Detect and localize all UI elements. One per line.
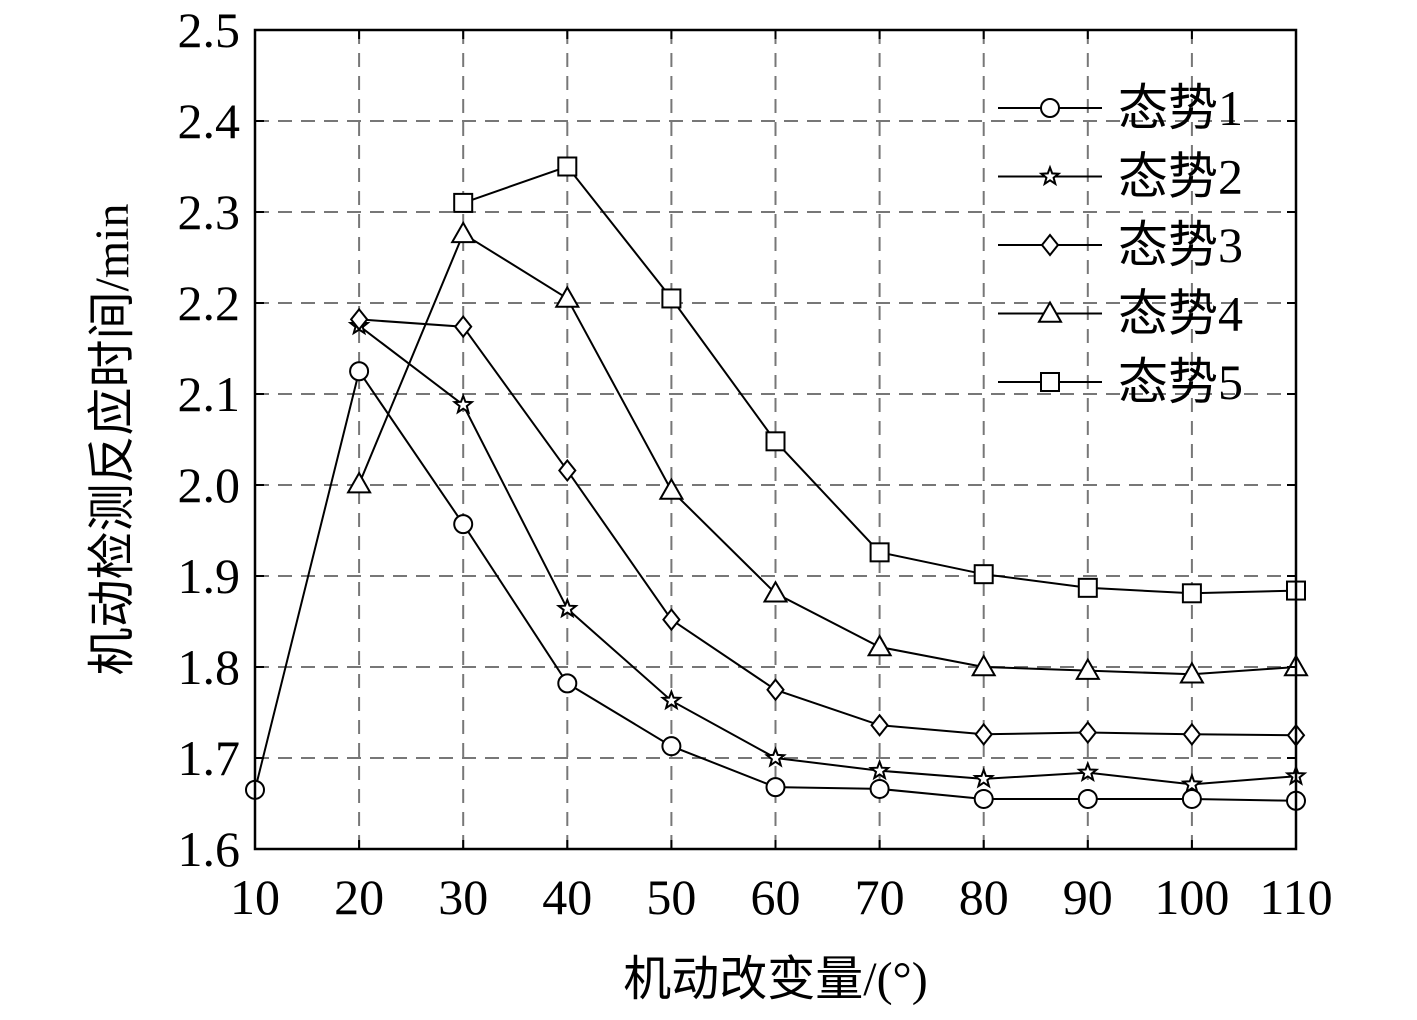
data-point-series-2 xyxy=(868,758,891,781)
data-point-series-1 xyxy=(973,788,994,809)
data-point-series-2 xyxy=(451,393,475,415)
y-tick-label: 1.8 xyxy=(178,639,241,695)
data-point-series-3 xyxy=(453,315,473,339)
y-tick-label: 1.9 xyxy=(178,548,241,604)
data-point-series-5 xyxy=(557,156,578,177)
data-point-series-4 xyxy=(970,653,997,677)
legend-marker-1 xyxy=(1040,98,1060,118)
data-point-series-1 xyxy=(557,673,578,694)
legend: 态势1 态势2 态势3 态势4 态势5 xyxy=(998,80,1243,410)
data-point-series-4 xyxy=(762,580,789,603)
data-point-series-4 xyxy=(450,220,476,244)
series-markers xyxy=(245,156,1309,811)
data-point-series-1 xyxy=(349,361,370,382)
legend-marker-3 xyxy=(1040,233,1060,257)
data-point-series-4 xyxy=(346,471,372,494)
data-point-series-2 xyxy=(972,766,996,789)
x-tick-label: 80 xyxy=(959,869,1009,925)
data-point-series-1 xyxy=(1077,788,1098,809)
x-tick-label: 40 xyxy=(542,869,592,925)
data-point-series-1 xyxy=(1181,788,1202,809)
data-point-series-1 xyxy=(765,777,786,798)
data-point-series-1 xyxy=(453,514,474,535)
legend-label-5: 态势5 xyxy=(1118,354,1243,410)
y-tick-label: 1.7 xyxy=(178,730,241,786)
x-tick-label: 20 xyxy=(334,869,384,925)
axis-ticks: 10 20 30 40 50 60 70 80 90 100 110 1.6 1.7 1.8 1.9 2.0 2… xyxy=(178,2,1333,925)
data-point-series-3 xyxy=(1078,720,1098,745)
legend-marker-4 xyxy=(1037,300,1063,323)
data-point-series-3 xyxy=(558,458,577,483)
y-axis-label: 机动检测反应时间/min xyxy=(86,203,139,675)
legend-marker-2 xyxy=(1038,164,1062,187)
data-point-series-3 xyxy=(1182,722,1202,746)
y-tick-label: 2.2 xyxy=(178,275,241,331)
data-point-series-3 xyxy=(870,713,889,737)
data-point-series-4 xyxy=(1075,657,1101,680)
series-line-2 xyxy=(358,325,1297,786)
data-point-series-4 xyxy=(658,477,685,500)
y-tick-label: 2.3 xyxy=(178,184,241,240)
data-point-series-4 xyxy=(554,285,581,308)
data-point-series-1 xyxy=(869,778,890,799)
data-point-series-2 xyxy=(764,746,787,768)
data-point-series-4 xyxy=(1179,661,1205,684)
x-tick-label: 60 xyxy=(751,869,801,925)
data-point-series-3 xyxy=(349,307,369,331)
data-point-series-5 xyxy=(973,564,994,585)
data-point-series-5 xyxy=(1181,583,1202,604)
y-tick-label: 2.4 xyxy=(178,93,241,149)
data-point-series-3 xyxy=(766,678,785,702)
data-point-series-4 xyxy=(866,633,893,657)
data-point-series-3 xyxy=(662,608,681,632)
x-axis-label: 机动改变量/(°) xyxy=(623,953,928,1006)
x-tick-label: 100 xyxy=(1154,869,1229,925)
data-point-series-2 xyxy=(1076,760,1100,783)
data-point-series-5 xyxy=(765,431,786,452)
legend-label-3: 态势3 xyxy=(1118,217,1243,273)
y-tick-label: 2.5 xyxy=(178,2,241,58)
x-tick-label: 30 xyxy=(438,869,488,925)
x-tick-label: 110 xyxy=(1259,869,1332,925)
x-tick-label: 10 xyxy=(230,869,280,925)
data-point-series-1 xyxy=(661,736,682,757)
data-point-series-2 xyxy=(1180,772,1204,795)
data-point-series-5 xyxy=(1077,577,1098,598)
data-point-series-5 xyxy=(453,192,474,213)
data-point-series-5 xyxy=(661,288,682,309)
grid xyxy=(255,30,1296,849)
legend-label-2: 态势2 xyxy=(1118,149,1243,205)
data-point-series-2 xyxy=(660,688,683,711)
series-line-4 xyxy=(358,232,1297,676)
legend-label-4: 态势4 xyxy=(1118,286,1243,342)
y-tick-label: 2.1 xyxy=(178,366,241,422)
y-tick-label: 1.6 xyxy=(178,821,241,877)
series-line-3 xyxy=(359,318,1297,737)
x-tick-label: 90 xyxy=(1063,869,1113,925)
data-point-series-3 xyxy=(974,722,993,746)
x-tick-label: 50 xyxy=(646,869,696,925)
y-tick-label: 2.0 xyxy=(178,457,241,513)
legend-marker-5 xyxy=(1040,372,1060,392)
data-point-series-5 xyxy=(869,542,890,563)
x-tick-label: 70 xyxy=(855,869,905,925)
data-point-series-2 xyxy=(555,596,579,619)
legend-label-1: 态势1 xyxy=(1118,80,1243,136)
